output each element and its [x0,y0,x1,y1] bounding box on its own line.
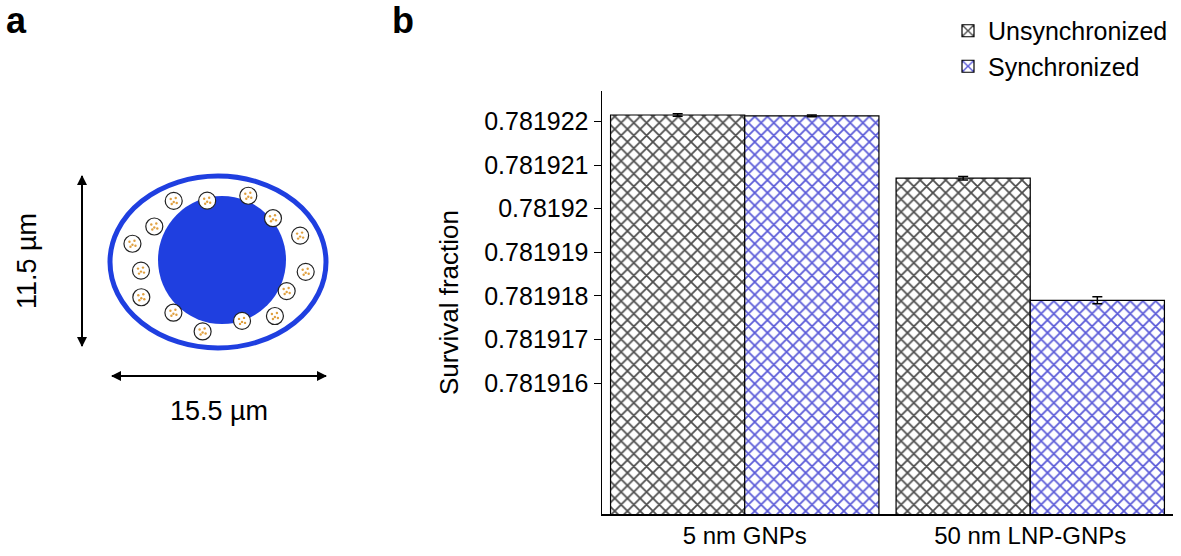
svg-text:11.5 µm: 11.5 µm [12,213,42,309]
svg-text:15.5 µm: 15.5 µm [170,396,268,426]
svg-text:0.781916: 0.781916 [484,369,588,397]
svg-text:Survival fraction: Survival fraction [434,210,464,395]
html-text:b: b [392,0,414,41]
svg-text:0.781919: 0.781919 [484,238,588,266]
svg-text:0.781921: 0.781921 [484,151,588,179]
svg-text:Synchronized: Synchronized [988,53,1139,81]
svg-text:0.781917: 0.781917 [484,325,588,353]
html-text:a: a [6,0,26,41]
svg-text:0.78192: 0.78192 [498,194,588,222]
svg-text:0.781918: 0.781918 [484,282,588,310]
svg-text:0.781922: 0.781922 [484,107,588,135]
svg-text:Unsynchronized: Unsynchronized [988,17,1167,45]
svg-text:5 nm GNPs: 5 nm GNPs [683,522,807,549]
svg-text:50 nm LNP-GNPs: 50 nm LNP-GNPs [934,522,1126,549]
